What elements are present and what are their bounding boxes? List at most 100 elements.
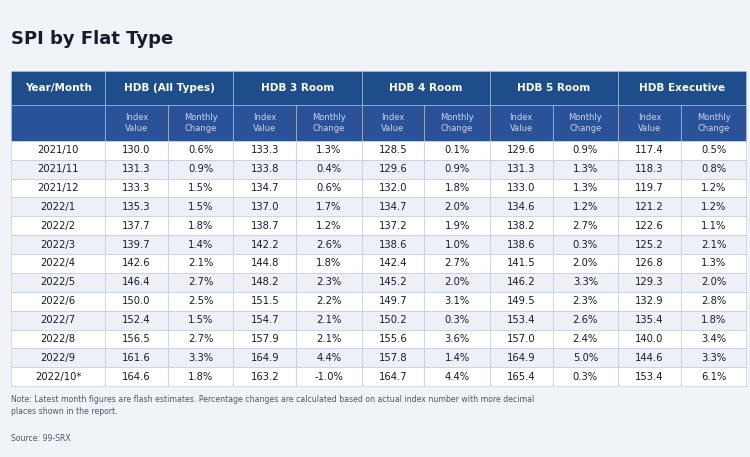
Text: Index
Value: Index Value bbox=[638, 113, 662, 133]
Text: 131.3: 131.3 bbox=[507, 164, 536, 174]
Text: 2.7%: 2.7% bbox=[188, 334, 213, 344]
Text: Monthly
Change: Monthly Change bbox=[184, 113, 218, 133]
Text: 142.6: 142.6 bbox=[122, 259, 151, 268]
Bar bbox=[618, 216, 681, 235]
Text: 2.0%: 2.0% bbox=[701, 277, 726, 287]
Text: 144.8: 144.8 bbox=[251, 259, 279, 268]
Bar bbox=[296, 311, 362, 329]
Text: 4.4%: 4.4% bbox=[445, 372, 470, 382]
Text: 2.7%: 2.7% bbox=[573, 221, 598, 231]
Text: 2.4%: 2.4% bbox=[573, 334, 598, 344]
Text: 149.7: 149.7 bbox=[379, 296, 407, 306]
Bar bbox=[553, 254, 618, 273]
Bar bbox=[233, 311, 296, 329]
Bar bbox=[681, 105, 746, 141]
Bar bbox=[11, 329, 105, 348]
Bar bbox=[424, 254, 490, 273]
Bar bbox=[490, 197, 553, 216]
Bar bbox=[424, 216, 490, 235]
Text: 137.7: 137.7 bbox=[122, 221, 151, 231]
Text: 1.5%: 1.5% bbox=[188, 202, 213, 212]
Text: 129.6: 129.6 bbox=[379, 164, 407, 174]
Bar bbox=[362, 159, 424, 179]
Text: HDB 5 Room: HDB 5 Room bbox=[518, 83, 590, 93]
Text: 2.0%: 2.0% bbox=[573, 259, 598, 268]
Bar bbox=[105, 216, 168, 235]
Bar bbox=[424, 141, 490, 159]
Text: 134.7: 134.7 bbox=[379, 202, 407, 212]
Bar bbox=[424, 329, 490, 348]
Text: 2.1%: 2.1% bbox=[316, 334, 341, 344]
Bar bbox=[105, 141, 168, 159]
Bar bbox=[233, 179, 296, 197]
Bar bbox=[681, 311, 746, 329]
Bar bbox=[296, 197, 362, 216]
Text: 157.8: 157.8 bbox=[379, 353, 407, 363]
Bar bbox=[490, 71, 618, 105]
Text: Index
Value: Index Value bbox=[381, 113, 405, 133]
Text: 1.8%: 1.8% bbox=[445, 183, 470, 193]
Text: 121.2: 121.2 bbox=[635, 202, 664, 212]
Text: 3.1%: 3.1% bbox=[445, 296, 470, 306]
Text: 2.1%: 2.1% bbox=[316, 315, 341, 325]
Bar bbox=[105, 311, 168, 329]
Bar bbox=[105, 159, 168, 179]
Text: 0.9%: 0.9% bbox=[445, 164, 470, 174]
Bar bbox=[618, 311, 681, 329]
Text: Monthly
Change: Monthly Change bbox=[568, 113, 602, 133]
Text: 1.9%: 1.9% bbox=[445, 221, 470, 231]
Text: 0.6%: 0.6% bbox=[316, 183, 341, 193]
Bar bbox=[553, 311, 618, 329]
Text: HDB (All Types): HDB (All Types) bbox=[124, 83, 214, 93]
Text: 2022/1: 2022/1 bbox=[40, 202, 76, 212]
Bar bbox=[618, 159, 681, 179]
Text: 1.4%: 1.4% bbox=[445, 353, 470, 363]
Bar bbox=[490, 273, 553, 292]
Bar bbox=[168, 329, 233, 348]
Text: 2.6%: 2.6% bbox=[316, 239, 341, 250]
Bar bbox=[233, 216, 296, 235]
Text: 128.5: 128.5 bbox=[379, 145, 407, 155]
Bar bbox=[553, 273, 618, 292]
Text: 122.6: 122.6 bbox=[635, 221, 664, 231]
Bar bbox=[233, 367, 296, 386]
Text: 2.8%: 2.8% bbox=[701, 296, 726, 306]
Bar bbox=[11, 254, 105, 273]
Bar bbox=[168, 273, 233, 292]
Bar bbox=[553, 329, 618, 348]
Text: 138.2: 138.2 bbox=[507, 221, 536, 231]
Bar bbox=[553, 292, 618, 311]
Text: 146.4: 146.4 bbox=[122, 277, 151, 287]
Bar bbox=[618, 179, 681, 197]
Bar bbox=[105, 71, 233, 105]
Bar bbox=[362, 105, 424, 141]
Text: 0.1%: 0.1% bbox=[445, 145, 470, 155]
Bar bbox=[168, 197, 233, 216]
Bar bbox=[105, 367, 168, 386]
Bar bbox=[11, 367, 105, 386]
Bar bbox=[490, 141, 553, 159]
Bar bbox=[681, 216, 746, 235]
Bar bbox=[105, 273, 168, 292]
Bar bbox=[105, 329, 168, 348]
Text: 157.9: 157.9 bbox=[251, 334, 279, 344]
Text: 1.0%: 1.0% bbox=[445, 239, 470, 250]
Text: 133.3: 133.3 bbox=[122, 183, 151, 193]
Text: 164.7: 164.7 bbox=[379, 372, 407, 382]
Bar bbox=[168, 348, 233, 367]
Text: 0.4%: 0.4% bbox=[316, 164, 341, 174]
Bar bbox=[362, 292, 424, 311]
Bar bbox=[490, 235, 553, 254]
Bar bbox=[618, 141, 681, 159]
Bar bbox=[424, 311, 490, 329]
Bar bbox=[618, 197, 681, 216]
Text: 139.7: 139.7 bbox=[122, 239, 151, 250]
Text: 135.4: 135.4 bbox=[635, 315, 664, 325]
Text: 2.6%: 2.6% bbox=[573, 315, 598, 325]
Text: 152.4: 152.4 bbox=[122, 315, 151, 325]
Bar bbox=[105, 179, 168, 197]
Bar bbox=[168, 216, 233, 235]
Text: Note: Latest month figures are flash estimates. Percentage changes are calculate: Note: Latest month figures are flash est… bbox=[11, 395, 535, 416]
Text: 125.2: 125.2 bbox=[635, 239, 664, 250]
Text: 2022/2: 2022/2 bbox=[40, 221, 76, 231]
